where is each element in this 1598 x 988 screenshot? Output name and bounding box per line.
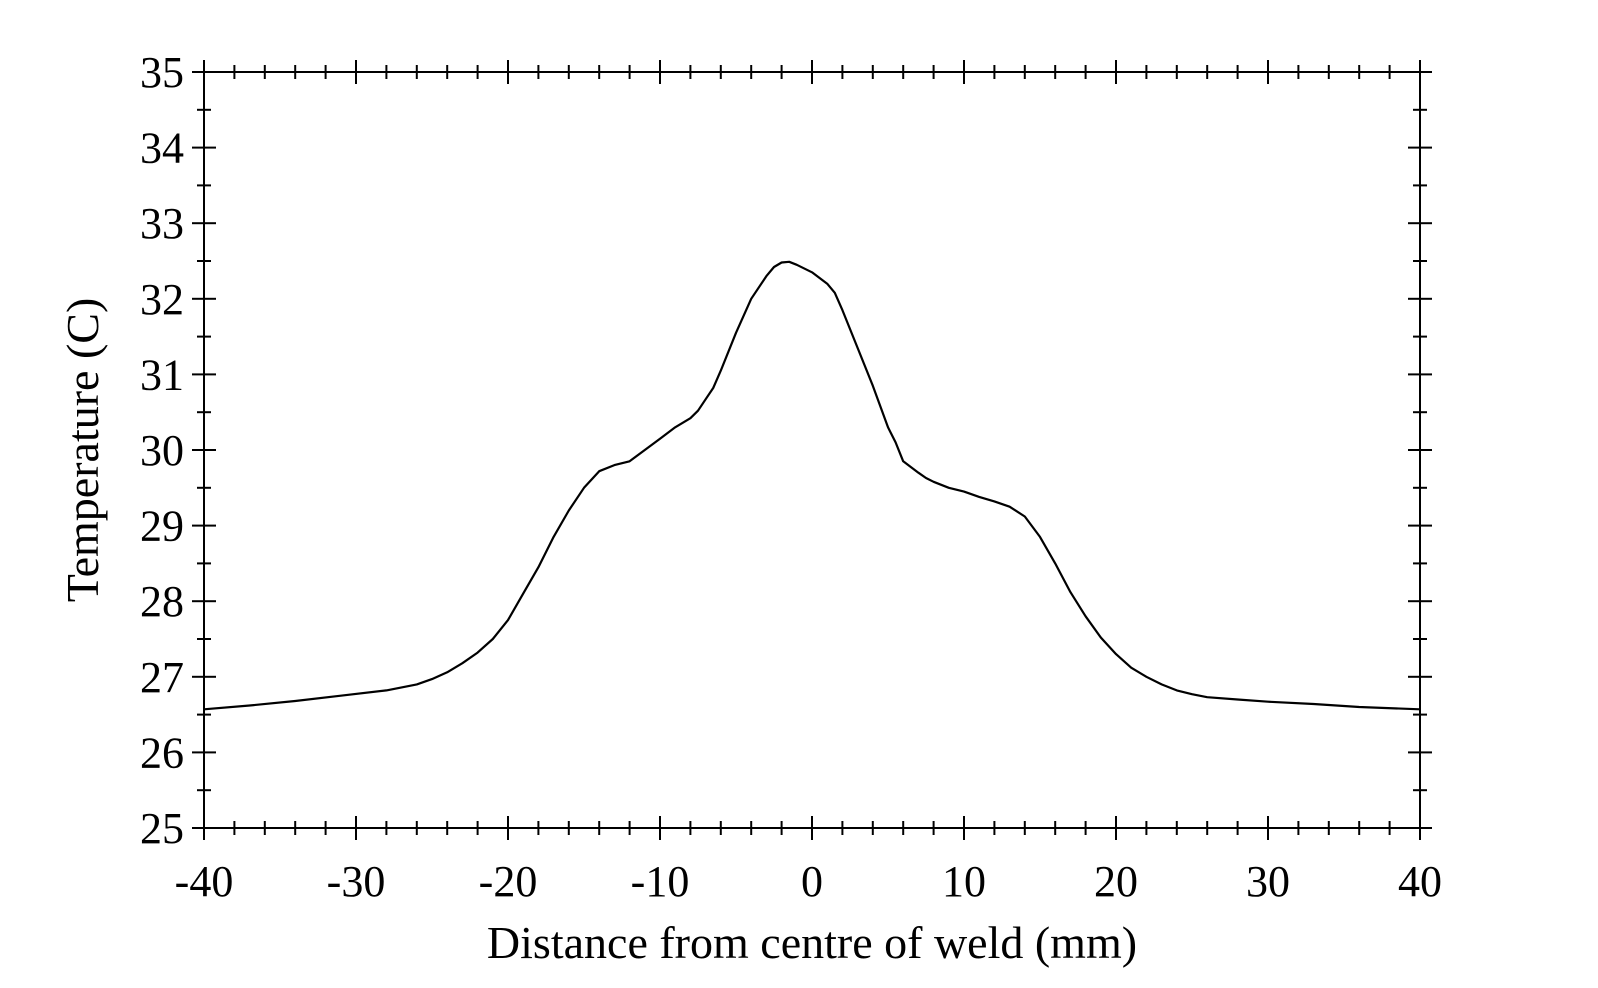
y-tick-label: 30	[140, 426, 184, 475]
y-tick-label: 27	[140, 653, 184, 702]
y-tick-label: 28	[140, 577, 184, 626]
tick-labels: -40 -30 -20 -10 0 10 20 30 40 25 26 27 28 29 30 31 32 33 3…	[140, 48, 1442, 906]
y-tick-label: 35	[140, 48, 184, 97]
x-tick-label: 40	[1398, 857, 1442, 906]
x-axis-title: Distance from centre of weld (mm)	[487, 917, 1137, 968]
y-tick-label: 32	[140, 275, 184, 324]
y-tick-label: 33	[140, 199, 184, 248]
y-axis-title: Temperature (C)	[57, 298, 108, 603]
x-tick-label: 0	[801, 857, 823, 906]
data-series	[203, 260, 1421, 711]
x-tick-label: -30	[327, 857, 386, 906]
y-tick-label: 34	[140, 124, 184, 173]
axis-ticks	[192, 60, 1432, 840]
x-tick-label: 20	[1094, 857, 1138, 906]
x-tick-label: 10	[942, 857, 986, 906]
y-tick-label: 31	[140, 350, 184, 399]
x-tick-label: -20	[479, 857, 538, 906]
y-tick-label: 29	[140, 502, 184, 551]
x-tick-label: -10	[631, 857, 690, 906]
y-tick-label: 25	[140, 804, 184, 853]
x-tick-label: -40	[175, 857, 234, 906]
temperature-line	[203, 260, 1421, 711]
x-tick-label: 30	[1246, 857, 1290, 906]
plot-frame	[203, 71, 1421, 829]
y-tick-label: 26	[140, 728, 184, 777]
